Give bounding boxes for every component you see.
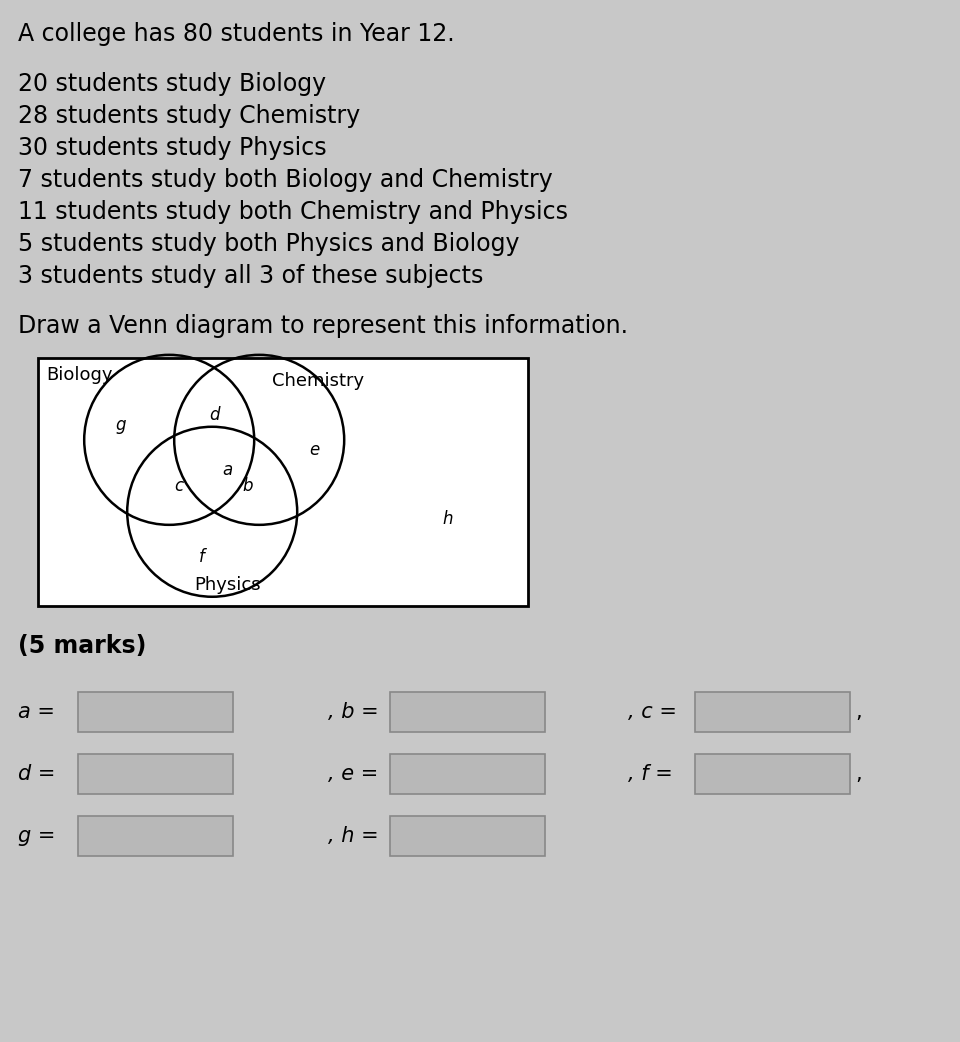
Text: A college has 80 students in Year 12.: A college has 80 students in Year 12. (18, 22, 455, 46)
Bar (695, 692, 850, 731)
Bar (78, 692, 233, 731)
Bar (78, 816, 233, 855)
Text: 5 students study both Physics and Biology: 5 students study both Physics and Biolog… (18, 232, 519, 256)
Text: , e =: , e = (328, 764, 378, 784)
Text: ,: , (855, 702, 862, 722)
Text: 11 students study both Chemistry and Physics: 11 students study both Chemistry and Phy… (18, 200, 568, 224)
Text: 20 students study Biology: 20 students study Biology (18, 72, 326, 96)
Text: Chemistry: Chemistry (272, 372, 364, 390)
Text: h: h (443, 511, 453, 528)
Text: , h =: , h = (328, 826, 378, 846)
Bar (695, 754, 850, 794)
Text: 7 students study both Biology and Chemistry: 7 students study both Biology and Chemis… (18, 168, 553, 192)
Text: Biology: Biology (46, 366, 112, 384)
Text: ,: , (855, 764, 862, 784)
Bar (78, 754, 233, 794)
Text: 3 students study all 3 of these subjects: 3 students study all 3 of these subjects (18, 264, 484, 288)
Text: a: a (222, 461, 232, 479)
Text: , f =: , f = (628, 764, 673, 784)
Text: f: f (200, 548, 205, 566)
Text: Physics: Physics (194, 576, 261, 594)
Text: c: c (175, 477, 183, 495)
Bar (390, 816, 545, 855)
Text: b: b (242, 477, 252, 495)
Text: , c =: , c = (628, 702, 677, 722)
Text: a =: a = (18, 702, 55, 722)
Text: g: g (116, 416, 127, 433)
Bar (390, 692, 545, 731)
Bar (390, 754, 545, 794)
Text: g =: g = (18, 826, 56, 846)
Bar (38, 358, 528, 606)
Text: , b =: , b = (328, 702, 378, 722)
Text: e: e (309, 441, 320, 458)
Text: Draw a Venn diagram to represent this information.: Draw a Venn diagram to represent this in… (18, 314, 628, 338)
Text: 30 students study Physics: 30 students study Physics (18, 137, 326, 160)
Text: d =: d = (18, 764, 56, 784)
Text: d: d (209, 405, 220, 424)
Text: 28 students study Chemistry: 28 students study Chemistry (18, 104, 360, 128)
Text: (5 marks): (5 marks) (18, 634, 146, 658)
